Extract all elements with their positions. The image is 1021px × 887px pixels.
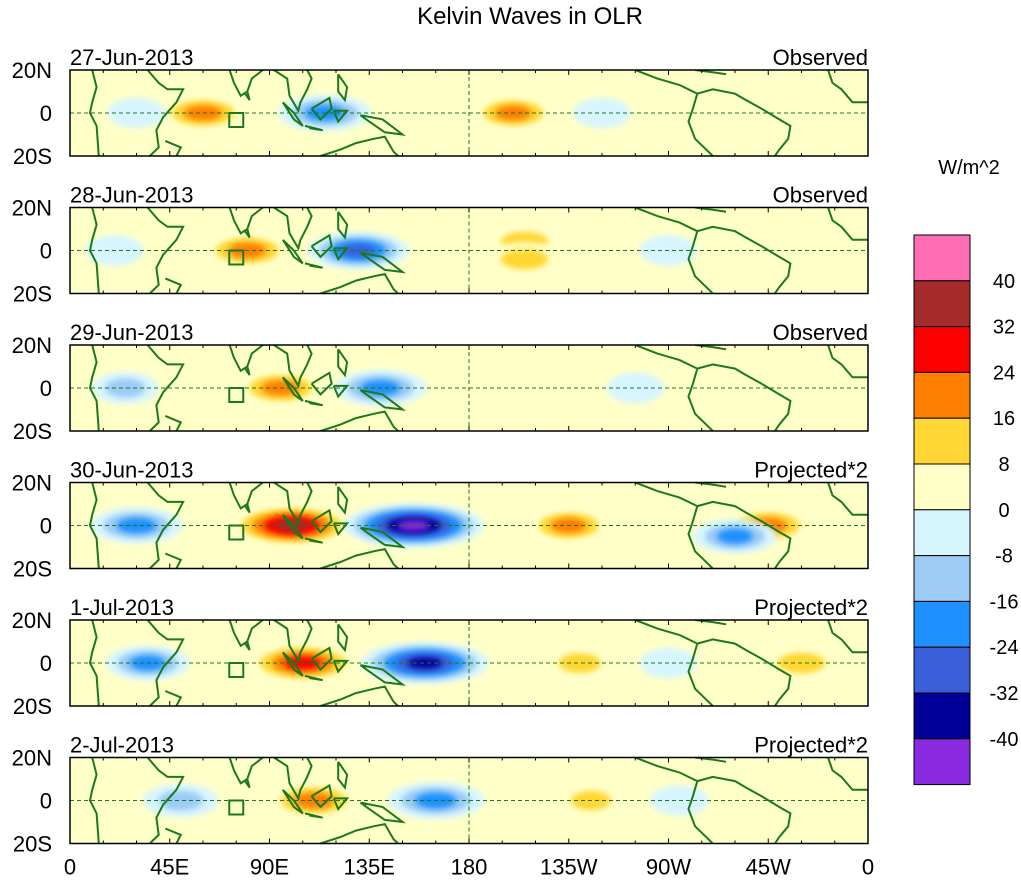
x-tick-label: 135E bbox=[344, 855, 395, 880]
panel-date: 1-Jul-2013 bbox=[70, 595, 174, 620]
panel: 20N 0 20S 1-Jul-2013 Projected*2 bbox=[12, 595, 869, 719]
reference-box bbox=[228, 524, 245, 541]
y-tick-label: 20N bbox=[12, 746, 52, 771]
y-tick-label: 0 bbox=[40, 514, 52, 539]
x-tick-label: 90E bbox=[250, 855, 289, 880]
y-tick-label: 20S bbox=[13, 832, 52, 857]
y-tick-label: 20S bbox=[13, 694, 52, 719]
colorbar-swatch bbox=[913, 417, 971, 465]
colorbar-unit-label: W/m^2 bbox=[938, 157, 1000, 179]
y-tick-label: 0 bbox=[40, 789, 52, 814]
colorbar: W/m^2 40 32 24 16 8 0 -8 -16 -24 -32 -40 bbox=[913, 157, 1019, 786]
colorbar-tick-label: 24 bbox=[993, 362, 1015, 384]
colorbar-tick-label: 32 bbox=[993, 317, 1015, 339]
y-tick-label: 20N bbox=[12, 58, 52, 83]
colorbar-tick-label: 40 bbox=[993, 271, 1015, 293]
coastline bbox=[88, 207, 868, 294]
panel: 20N 0 20S 29-Jun-2013 Observed bbox=[12, 320, 869, 444]
colorbar-swatch bbox=[913, 600, 971, 648]
colorbar-tick-label: 16 bbox=[993, 408, 1015, 430]
panel-date: 2-Jul-2013 bbox=[70, 733, 174, 758]
panel-date: 27-Jun-2013 bbox=[70, 45, 194, 70]
y-tick-label: 20S bbox=[13, 419, 52, 444]
anomaly-contour bbox=[759, 785, 822, 816]
y-tick-label: 0 bbox=[40, 651, 52, 676]
colorbar-tick-label: -8 bbox=[995, 546, 1013, 568]
x-tick-label: 0 bbox=[862, 855, 874, 880]
colorbar-swatch bbox=[913, 646, 971, 694]
y-tick-label: 20N bbox=[12, 608, 52, 633]
panel: 20N 0 20S 2-Jul-2013 Projected*2 bbox=[12, 733, 869, 857]
panel-type-label: Projected*2 bbox=[754, 733, 868, 758]
panel: 20N 0 20S 30-Jun-2013 Projected*2 bbox=[12, 458, 869, 582]
anomaly-field bbox=[88, 482, 868, 569]
panel: 20N 0 20S 28-Jun-2013 Observed bbox=[12, 183, 869, 307]
colorbar-swatch bbox=[913, 692, 971, 740]
chart-title: Kelvin Waves in OLR bbox=[417, 3, 643, 30]
anomaly-contour bbox=[558, 653, 601, 673]
colorbar-swatch bbox=[913, 326, 971, 373]
anomaly-contour bbox=[606, 372, 664, 404]
coastline bbox=[88, 620, 868, 706]
y-tick-label: 20N bbox=[12, 471, 52, 496]
y-tick-label: 0 bbox=[40, 101, 52, 126]
panel-type-label: Projected*2 bbox=[754, 595, 868, 620]
colorbar-tick-label: -32 bbox=[990, 683, 1019, 705]
colorbar-swatch bbox=[913, 509, 971, 557]
colorbar-tick-label: 8 bbox=[998, 454, 1009, 476]
y-tick-label: 20N bbox=[12, 333, 52, 358]
panel-type-label: Projected*2 bbox=[754, 458, 868, 483]
reference-box bbox=[228, 662, 245, 678]
x-tick-label: 45E bbox=[150, 855, 189, 880]
reference-box bbox=[228, 249, 245, 266]
anomaly-contour bbox=[105, 378, 146, 398]
panel-date: 30-Jun-2013 bbox=[70, 458, 194, 483]
panel-type-label: Observed bbox=[773, 45, 868, 70]
y-tick-label: 0 bbox=[40, 239, 52, 264]
coastline bbox=[88, 70, 868, 156]
anomaly-field bbox=[88, 70, 868, 156]
colorbar-tick-label: -24 bbox=[990, 637, 1019, 659]
coastline bbox=[88, 757, 868, 844]
x-tick-label: 135W bbox=[540, 855, 598, 880]
x-tick-label: 45W bbox=[746, 855, 791, 880]
reference-box bbox=[228, 387, 245, 403]
panel-type-label: Observed bbox=[773, 320, 868, 345]
colorbar-swatch bbox=[913, 738, 971, 786]
y-tick-label: 20N bbox=[12, 196, 52, 221]
y-tick-label: 0 bbox=[40, 376, 52, 401]
reference-box bbox=[228, 799, 245, 816]
coastline bbox=[88, 482, 868, 569]
x-tick-label: 0 bbox=[64, 855, 76, 880]
panel-type-label: Observed bbox=[773, 183, 868, 208]
panel-date: 29-Jun-2013 bbox=[70, 320, 194, 345]
anomaly-contour bbox=[717, 528, 753, 544]
anomaly-contour bbox=[274, 519, 309, 532]
longitude-axis: 0 45E 90E 135E 180 135W 90W 45W 0 bbox=[64, 855, 874, 880]
colorbar-swatch bbox=[913, 555, 971, 602]
x-tick-label: 90W bbox=[646, 855, 691, 880]
anomaly-contour bbox=[158, 790, 204, 811]
y-tick-label: 20S bbox=[13, 557, 52, 582]
colorbar-tick-label: -16 bbox=[990, 591, 1019, 613]
colorbar-swatch bbox=[913, 371, 971, 419]
anomaly-contour bbox=[500, 248, 549, 270]
x-tick-label: 180 bbox=[451, 855, 488, 880]
reference-box bbox=[228, 112, 245, 128]
y-tick-label: 20S bbox=[13, 282, 52, 307]
colorbar-swatch bbox=[913, 234, 971, 282]
colorbar-tick-label: -40 bbox=[990, 729, 1019, 751]
colorbar-swatch bbox=[913, 280, 971, 328]
anomaly-contour bbox=[407, 657, 443, 669]
coastline bbox=[88, 345, 868, 431]
y-tick-label: 20S bbox=[13, 144, 52, 169]
anomaly-field bbox=[88, 345, 868, 431]
colorbar-swatch bbox=[913, 463, 971, 511]
map-panels: 20N 0 20S 27-Jun-2013 Observed 20N 0 20S 28-Jun-… bbox=[12, 45, 869, 857]
panel: 20N 0 20S 27-Jun-2013 Observed bbox=[12, 45, 869, 169]
colorbar-tick-label: 0 bbox=[998, 500, 1009, 522]
panel-date: 28-Jun-2013 bbox=[70, 183, 194, 208]
